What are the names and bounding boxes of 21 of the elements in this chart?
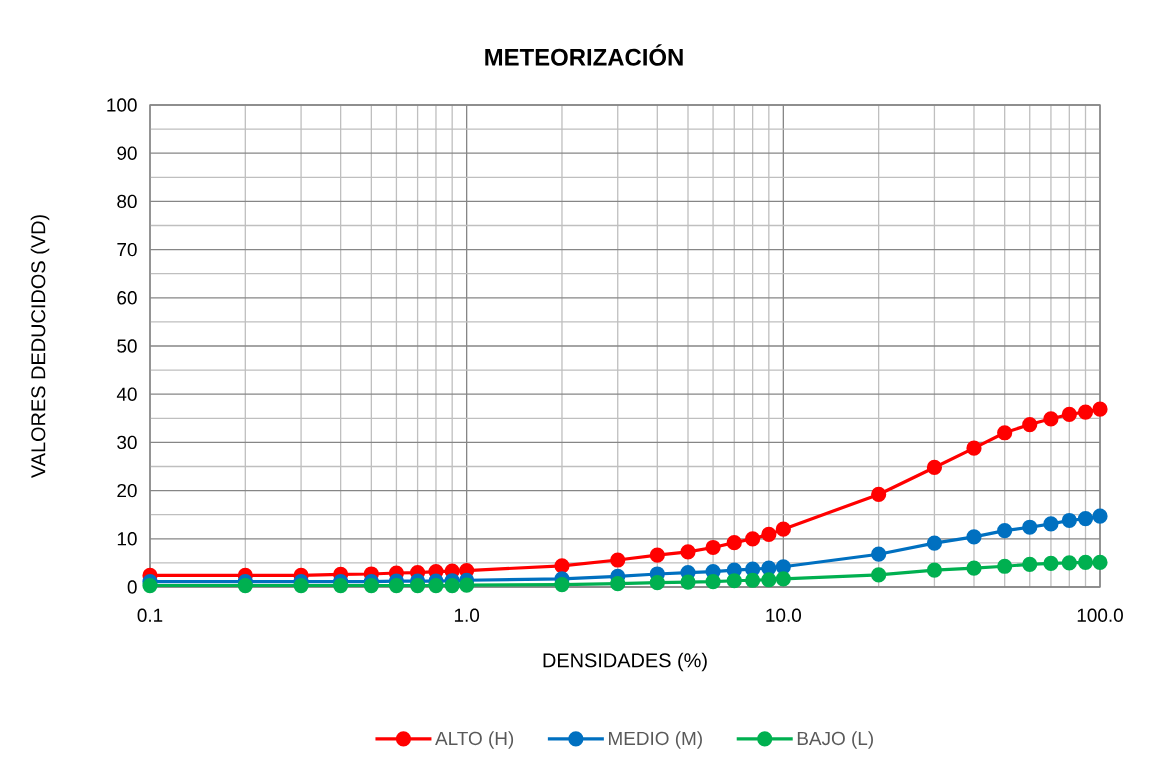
- y-tick-label: 60: [117, 291, 137, 305]
- legend-label: MEDIO (M): [609, 731, 702, 749]
- x-tick-label: 1.0: [454, 608, 480, 622]
- y-tick-label: 50: [117, 339, 137, 353]
- y-tick-label: 80: [117, 194, 137, 209]
- y-tick-label: 20: [117, 483, 137, 498]
- y-tick-label: 90: [117, 146, 137, 160]
- legend-label: ALTO (H): [435, 731, 514, 749]
- y-tick-label: 100: [107, 98, 137, 112]
- y-axis-title: VALORES DEDUCIDOS (VD): [30, 215, 50, 479]
- x-tick-label: 0.1: [137, 608, 163, 622]
- x-tick-label: 100.0: [1077, 608, 1123, 622]
- legend-label: BAJO (L): [797, 731, 873, 749]
- chart-title: METEORIZACIÓN: [485, 44, 683, 66]
- x-tick-label: 10.0: [766, 608, 802, 622]
- y-tick-label: 40: [116, 387, 137, 401]
- y-tick-label: 70: [117, 242, 137, 257]
- x-axis-title: DENSIDADES (%): [543, 652, 707, 672]
- y-tick-label: 10: [117, 532, 137, 546]
- y-tick-label: 0: [127, 580, 137, 594]
- y-tick-label: 30: [117, 435, 137, 450]
